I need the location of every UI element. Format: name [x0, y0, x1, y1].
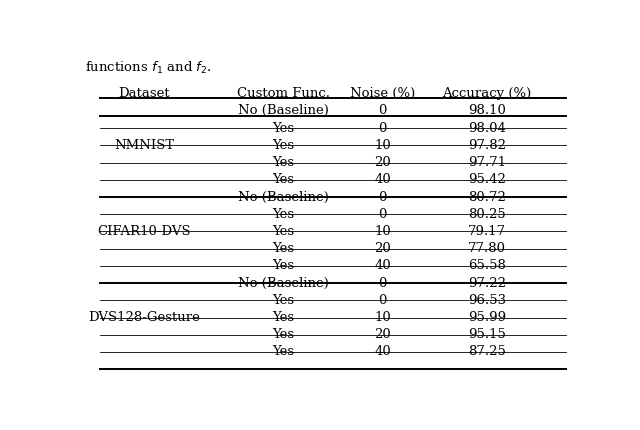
Text: Yes: Yes	[272, 311, 294, 324]
Text: 40: 40	[374, 345, 391, 359]
Text: 0: 0	[378, 208, 387, 221]
Text: Yes: Yes	[272, 122, 294, 135]
Text: 87.25: 87.25	[468, 345, 506, 359]
Text: 96.53: 96.53	[468, 294, 506, 307]
Text: 98.04: 98.04	[468, 122, 506, 135]
Text: 80.72: 80.72	[468, 190, 506, 203]
Text: 0: 0	[378, 276, 387, 290]
Text: 20: 20	[374, 156, 391, 169]
Text: Yes: Yes	[272, 294, 294, 307]
Text: 0: 0	[378, 190, 387, 203]
Text: Yes: Yes	[272, 139, 294, 152]
Text: 79.17: 79.17	[468, 225, 506, 238]
Text: 0: 0	[378, 122, 387, 135]
Text: 0: 0	[378, 294, 387, 307]
Text: Yes: Yes	[272, 208, 294, 221]
Text: Yes: Yes	[272, 225, 294, 238]
Text: 40: 40	[374, 173, 391, 186]
Text: 95.42: 95.42	[468, 173, 506, 186]
Text: CIFAR10-DVS: CIFAR10-DVS	[98, 225, 191, 238]
Text: 20: 20	[374, 328, 391, 341]
Text: Custom Func.: Custom Func.	[237, 86, 330, 100]
Text: 20: 20	[374, 242, 391, 255]
Text: 10: 10	[374, 311, 391, 324]
Text: 97.71: 97.71	[468, 156, 506, 169]
Text: Yes: Yes	[272, 328, 294, 341]
Text: Yes: Yes	[272, 173, 294, 186]
Text: No (Baseline): No (Baseline)	[238, 276, 329, 290]
Text: 95.99: 95.99	[468, 311, 506, 324]
Text: Yes: Yes	[272, 259, 294, 272]
Text: No (Baseline): No (Baseline)	[238, 190, 329, 203]
Text: functions $f_1$ and $f_2$.: functions $f_1$ and $f_2$.	[85, 60, 212, 76]
Text: 97.22: 97.22	[468, 276, 506, 290]
Text: No (Baseline): No (Baseline)	[238, 104, 329, 117]
Text: Yes: Yes	[272, 242, 294, 255]
Text: 95.15: 95.15	[468, 328, 506, 341]
Text: 80.25: 80.25	[468, 208, 506, 221]
Text: Yes: Yes	[272, 156, 294, 169]
Text: NMNIST: NMNIST	[115, 139, 175, 152]
Text: Dataset: Dataset	[118, 86, 170, 100]
Text: Accuracy (%): Accuracy (%)	[442, 86, 531, 100]
Text: DVS128-Gesture: DVS128-Gesture	[88, 311, 200, 324]
Text: 10: 10	[374, 139, 391, 152]
Text: 10: 10	[374, 225, 391, 238]
Text: 77.80: 77.80	[468, 242, 506, 255]
Text: 65.58: 65.58	[468, 259, 506, 272]
Text: 40: 40	[374, 259, 391, 272]
Text: 98.10: 98.10	[468, 104, 506, 117]
Text: Noise (%): Noise (%)	[350, 86, 415, 100]
Text: 97.82: 97.82	[468, 139, 506, 152]
Text: Yes: Yes	[272, 345, 294, 359]
Text: 0: 0	[378, 104, 387, 117]
